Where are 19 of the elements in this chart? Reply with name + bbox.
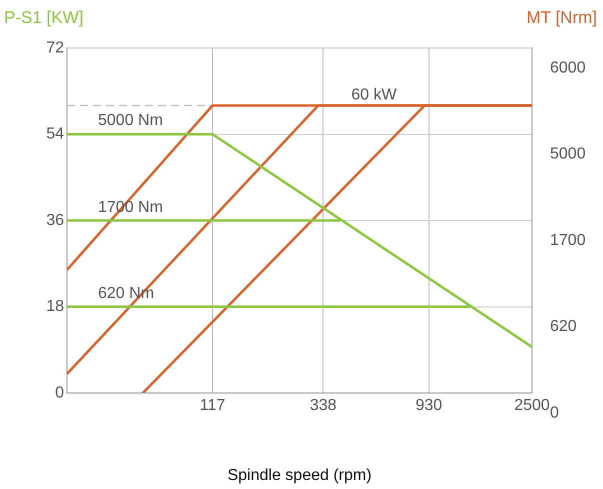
x-tick-label: 930 [415,397,442,414]
y-axis-title: P-S1 [KW] [4,8,84,28]
y-tick-label: 18 [46,298,64,316]
x-tick-label: 2500 [514,397,550,414]
category-label: 6000 [550,59,586,76]
y-tick-label: 72 [46,39,64,56]
annotation: 5000 Nm [98,112,163,130]
y-tick-label: 36 [46,212,64,229]
ref-line-label: 60 kW [351,86,398,104]
category-label: 1700 [550,232,586,249]
category-label: 620 [550,318,577,336]
x-tick-label: 338 [310,397,337,414]
y2-axis-title: MT [Nrm] [526,8,597,28]
y-tick-label: 0 [55,384,64,402]
y-tick-label: 54 [46,126,64,143]
x-axis-title: Spindle speed (rpm) [227,466,372,484]
category-label: 5000 [550,146,586,163]
category-label: 0 [550,404,559,422]
x-tick-label: 117 [200,397,226,414]
